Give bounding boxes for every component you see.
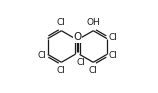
Text: OH: OH — [86, 18, 100, 27]
Text: Cl: Cl — [37, 51, 46, 60]
Text: O: O — [73, 32, 82, 42]
Text: Cl: Cl — [89, 66, 98, 75]
Text: Cl: Cl — [109, 51, 117, 60]
Text: Cl: Cl — [109, 33, 117, 42]
Text: Cl: Cl — [77, 58, 86, 67]
Text: Cl: Cl — [57, 66, 66, 75]
Text: Cl: Cl — [57, 18, 66, 27]
